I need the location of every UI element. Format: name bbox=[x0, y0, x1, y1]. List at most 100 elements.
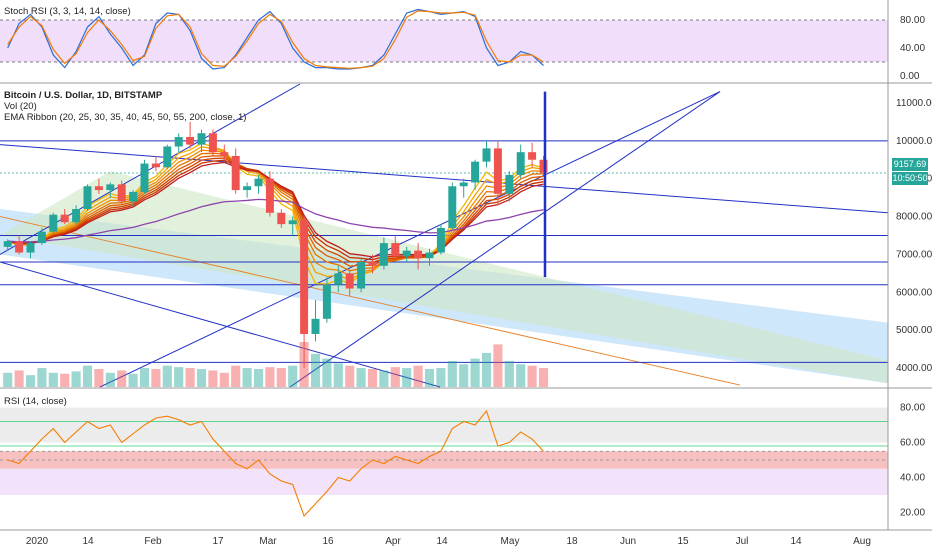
candle-body bbox=[436, 227, 445, 253]
volume-bar bbox=[481, 352, 492, 387]
time-tick-label: 17 bbox=[212, 536, 224, 547]
candle-body bbox=[163, 146, 172, 168]
volume-bar bbox=[117, 370, 127, 387]
vol-label: Vol (20) bbox=[4, 101, 37, 112]
volume-bar bbox=[436, 368, 446, 387]
candle-body bbox=[493, 148, 502, 194]
candle-body bbox=[448, 186, 457, 228]
volume-bar bbox=[151, 369, 161, 387]
volume-bar bbox=[424, 369, 435, 387]
volume-bar bbox=[60, 373, 70, 387]
volume-bar bbox=[174, 367, 184, 387]
time-tick-label: 14 bbox=[436, 536, 448, 547]
volume-bar bbox=[310, 353, 321, 387]
volume-bar bbox=[208, 370, 218, 387]
volume-bar bbox=[390, 367, 400, 387]
price-tick-label: 7000.00 bbox=[896, 249, 932, 260]
volume-bar bbox=[265, 367, 275, 387]
rsi-tick-label: 40.00 bbox=[900, 473, 925, 484]
candle-body bbox=[311, 318, 320, 334]
candle-body bbox=[482, 148, 491, 162]
descending-channel-green bbox=[0, 171, 888, 384]
volume-bar bbox=[379, 370, 389, 387]
stoch-band bbox=[0, 20, 888, 62]
volume-bar bbox=[459, 364, 469, 387]
time-tick-label: Feb bbox=[144, 536, 162, 547]
volume-bar bbox=[527, 365, 537, 387]
candle-body bbox=[288, 220, 297, 225]
candle-body bbox=[140, 163, 149, 192]
stoch-title: Stoch RSI (3, 3, 14, 14, close) bbox=[4, 6, 131, 17]
candle-body bbox=[231, 155, 240, 191]
candle-body bbox=[72, 208, 81, 223]
rsi-purple-band bbox=[0, 468, 888, 495]
time-tick-label: 14 bbox=[82, 536, 94, 547]
volume-bar bbox=[333, 363, 343, 387]
volume-bar bbox=[128, 373, 138, 387]
candle-body bbox=[505, 174, 514, 194]
candle-body bbox=[83, 186, 92, 209]
median-line bbox=[0, 216, 741, 386]
volume-bar bbox=[493, 344, 503, 387]
rsi-tick-label: 80.00 bbox=[900, 403, 925, 414]
ema-ribbon-line bbox=[7, 155, 544, 267]
volume-bar bbox=[185, 368, 195, 387]
volume-bar bbox=[470, 358, 480, 387]
candle-body bbox=[174, 137, 183, 147]
ema-ribbon-line bbox=[7, 149, 544, 277]
candle-body bbox=[379, 243, 388, 266]
candle-body bbox=[345, 273, 354, 289]
candle-body bbox=[37, 231, 46, 244]
volume-bar bbox=[242, 368, 252, 387]
time-tick-label: Aug bbox=[853, 536, 871, 547]
candle-body bbox=[277, 212, 286, 225]
candle-body bbox=[197, 133, 206, 145]
volume-bar bbox=[14, 370, 24, 387]
candle-body bbox=[129, 191, 138, 202]
candle-body bbox=[3, 241, 12, 247]
volume-bar bbox=[504, 360, 514, 387]
price-tick-label: 6000.00 bbox=[896, 287, 932, 298]
volume-bar bbox=[231, 365, 241, 387]
candle-body bbox=[459, 182, 468, 187]
time-tick-label: 2020 bbox=[26, 536, 49, 547]
volume-bar bbox=[276, 368, 286, 387]
candle-body bbox=[322, 284, 331, 319]
volume-bar bbox=[402, 368, 412, 387]
candle-body bbox=[151, 163, 160, 168]
candle-body bbox=[391, 243, 400, 257]
time-tick-label: May bbox=[501, 536, 520, 547]
price-tick-label: 8000.00 bbox=[896, 212, 932, 223]
volume-bar bbox=[94, 369, 104, 387]
time-tick-label: 16 bbox=[322, 536, 334, 547]
time-tick-label: 15 bbox=[677, 536, 689, 547]
ema-ribbon-line bbox=[7, 152, 544, 272]
volume-bar bbox=[48, 372, 58, 387]
candle-body bbox=[334, 273, 343, 285]
candle-body bbox=[243, 186, 252, 191]
time-tick-label: Mar bbox=[259, 536, 277, 547]
candle-body bbox=[220, 152, 229, 156]
volume-bar bbox=[25, 375, 36, 387]
ema-200-line bbox=[7, 198, 544, 243]
price-tick-label: 5000.00 bbox=[896, 325, 932, 336]
volume-bar bbox=[3, 372, 13, 387]
volume-bar bbox=[367, 369, 378, 387]
candle-body bbox=[186, 137, 195, 145]
rsi-title: RSI (14, close) bbox=[4, 396, 67, 407]
candle-body bbox=[402, 250, 411, 257]
candle-body bbox=[117, 184, 126, 202]
volume-bar bbox=[82, 365, 93, 387]
candle-body bbox=[425, 252, 434, 259]
up-channel-line bbox=[99, 91, 721, 388]
volume-bar bbox=[322, 358, 332, 387]
rsi-tick-label: 60.00 bbox=[900, 438, 925, 449]
stoch-tick-label: 40.00 bbox=[900, 43, 925, 54]
candle-body bbox=[368, 262, 377, 266]
rsi-tick-label: 20.00 bbox=[900, 508, 925, 519]
price-tick-label: 4000.00 bbox=[896, 363, 932, 374]
volume-bar bbox=[447, 360, 457, 387]
candle-body bbox=[26, 243, 35, 253]
volume-bar bbox=[71, 371, 81, 387]
